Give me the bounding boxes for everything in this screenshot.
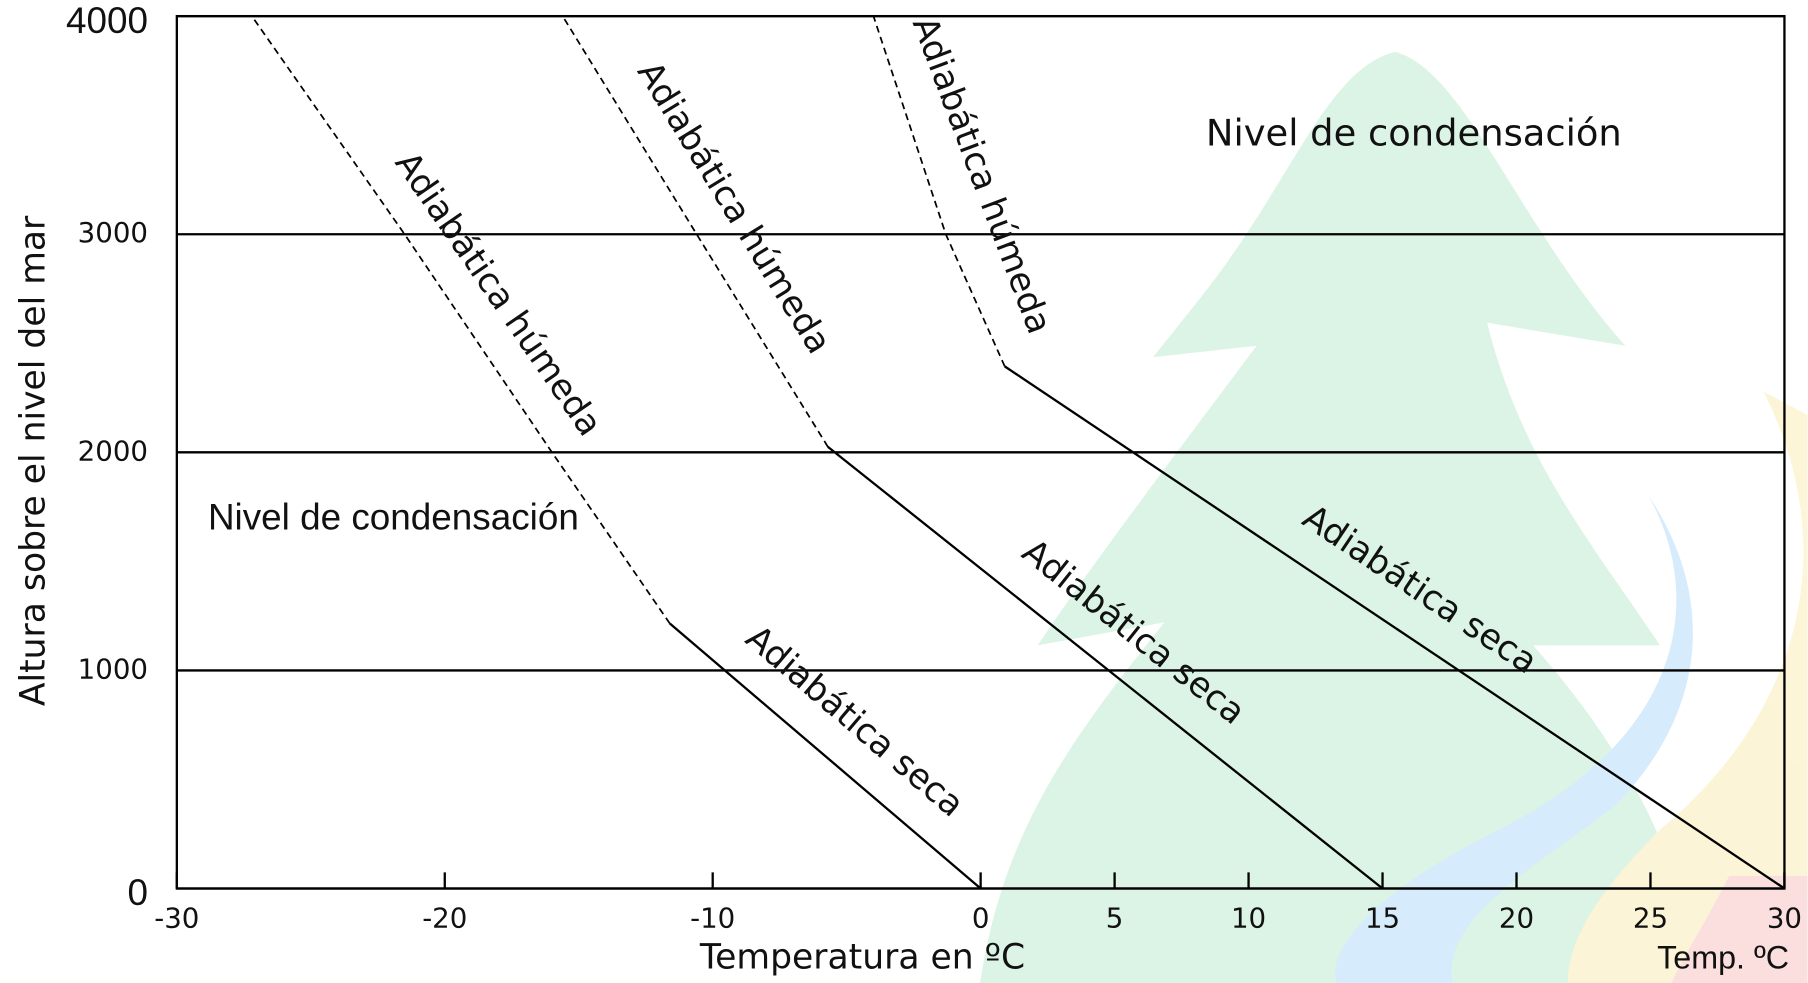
x-tick-label: -10	[690, 902, 735, 935]
y-tick-label: 4000	[66, 0, 148, 41]
x-tick-label: 10	[1231, 902, 1266, 935]
x-tick-label: 0	[972, 902, 990, 935]
series-label: Adiabática húmeda	[387, 145, 610, 444]
x-tick-label: 5	[1106, 902, 1124, 935]
watermark	[980, 52, 1807, 983]
series-label: Adiabática seca	[738, 618, 971, 825]
series-label: Adiabática húmeda	[629, 55, 839, 361]
x-tick-label: -20	[422, 902, 467, 935]
x-tick-label: 25	[1633, 902, 1668, 935]
y-tick-label: 1000	[78, 652, 148, 685]
series-line	[670, 624, 981, 889]
x-tick-label: 20	[1499, 902, 1534, 935]
series-line	[563, 16, 828, 447]
annotation: Nivel de condensación	[208, 496, 579, 537]
x-axis-label: Temperatura en ºC	[699, 937, 1025, 977]
annotation: Nivel de condensación	[1206, 111, 1622, 154]
x-tick-label: 30	[1767, 902, 1802, 935]
y-tick-label: 0	[128, 872, 149, 913]
y-axis-label: Altura sobre el nivel del mar	[14, 215, 54, 706]
x-unit-label: Temp. ºC	[1657, 939, 1789, 975]
y-tick-label: 3000	[78, 216, 148, 249]
x-tick-label: 15	[1365, 902, 1400, 935]
y-tick-label: 2000	[78, 434, 148, 467]
chart: 0 1000 2000 3000 4000 -30 -20 -10 0 5 10 15 20 25 30 Ad…	[0, 0, 1808, 983]
x-tick-label: -30	[154, 902, 199, 935]
series-label: Adiabática húmeda	[904, 11, 1059, 339]
